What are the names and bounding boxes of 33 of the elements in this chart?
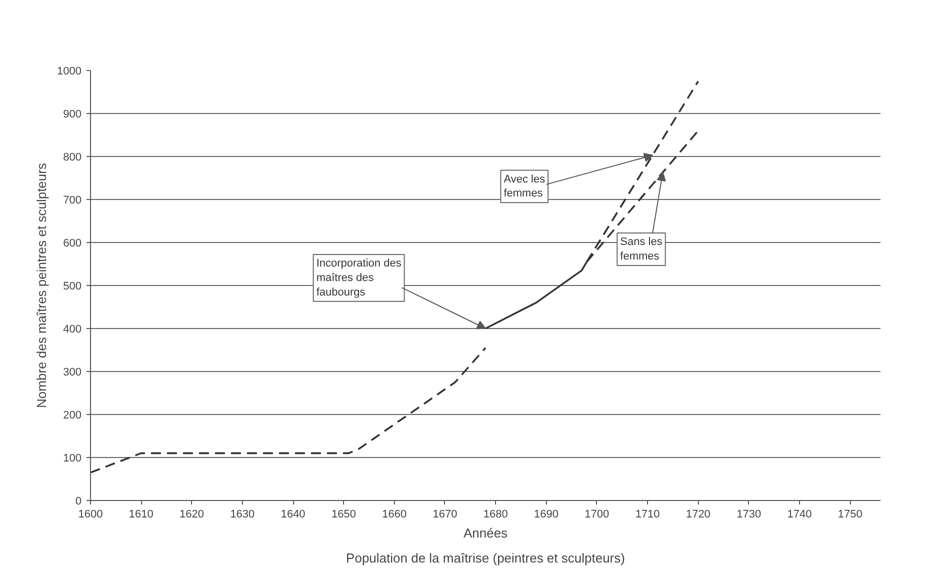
x-tick-label: 1680 xyxy=(483,508,508,520)
x-axis-title: Années xyxy=(463,526,508,540)
y-tick-label: 100 xyxy=(63,452,82,464)
y-axis-title: Nombre des maîtres peintres et sculpteurs xyxy=(34,162,50,408)
y-tick-label: 0 xyxy=(75,496,82,508)
text: Population de la maîtrise (peintres et sculpteurs) xyxy=(346,550,625,566)
y-tick-label: 500 xyxy=(63,280,82,292)
x-tick-label: 1670 xyxy=(432,508,458,520)
x-tick-label: 1600 xyxy=(78,508,103,520)
x-tick-label: 1650 xyxy=(331,508,356,520)
annotation: Avec les femmes xyxy=(504,173,546,200)
annotation: Sans les femmes xyxy=(620,236,663,262)
x-tick-label: 1610 xyxy=(128,508,154,520)
annotation: Incorporation des maîtres des faubourgs xyxy=(316,258,402,298)
x-tick-label: 1740 xyxy=(787,508,812,520)
x-tick-label: 1750 xyxy=(838,508,862,520)
x-tick-label: 1620 xyxy=(180,508,204,520)
y-tick-label: 300 xyxy=(63,366,82,378)
y-tick-label: 800 xyxy=(63,152,82,164)
y-tick-label: 200 xyxy=(63,410,82,422)
y-tick-label: 900 xyxy=(63,108,82,120)
x-tick-label: 1640 xyxy=(280,508,306,520)
y-tick-label: 600 xyxy=(63,238,82,250)
x-tick-label: 1730 xyxy=(736,508,762,520)
x-tick-label: 1630 xyxy=(230,508,255,520)
y-tick-label: 400 xyxy=(63,324,82,336)
x-tick-label: 1660 xyxy=(382,508,407,520)
x-tick-label: 1700 xyxy=(584,508,610,520)
y-tick-label: 1000 xyxy=(57,66,82,78)
x-tick-label: 1690 xyxy=(534,508,559,520)
y-tick-label: 700 xyxy=(63,194,82,206)
x-tick-label: 1720 xyxy=(686,508,710,520)
x-tick-label: 1710 xyxy=(635,508,660,520)
